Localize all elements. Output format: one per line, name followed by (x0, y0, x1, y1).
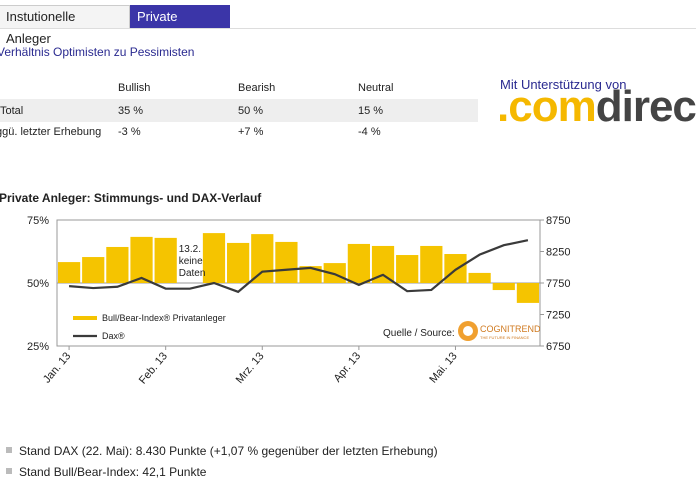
bar (275, 241, 298, 283)
x-tick-label: Jan. 13 (41, 350, 73, 385)
header: Bullish (118, 82, 151, 94)
x-tick-label: Mai. 13 (427, 350, 459, 385)
tab-line (0, 28, 696, 29)
y-tick-label: 25% (27, 341, 49, 353)
legend-label: Bull/Bear-Index® Privatanleger (102, 313, 226, 323)
annotation: 13.2. (179, 244, 201, 255)
bullet-text: Stand Bull/Bear-Index: 42,1 Punkte (19, 465, 207, 479)
chart-title: Private Anleger: Stimmungs- und DAX-Verl… (0, 191, 262, 205)
bar (371, 245, 395, 283)
y-tick-label: 50% (27, 278, 49, 290)
cell: 15 % (358, 105, 384, 117)
source-logo: COGNITREND (480, 324, 541, 334)
bar (154, 237, 177, 283)
logo-b: direct (595, 82, 696, 131)
bar (468, 272, 491, 283)
line (68, 239, 529, 294)
bar (57, 262, 81, 283)
header: Neutral (358, 82, 394, 94)
cell: 35 % (118, 105, 144, 117)
bullet (6, 468, 12, 474)
source-logo-sub: THE FUTURE IN FINANCE (480, 335, 529, 340)
bar (516, 283, 540, 303)
x-tick-label: Apr. 13 (332, 350, 364, 384)
source: Quelle / Source: (383, 328, 455, 339)
sponsor-text: Mit Unterstützung von (500, 77, 627, 92)
table-title: Verhältnis Optimisten zu Pessimisten (0, 45, 195, 59)
header: Bearish (238, 82, 276, 94)
logo-a: com (508, 82, 596, 131)
annotation: Daten (179, 268, 206, 279)
cell: +7 % (238, 126, 264, 138)
annotation: keine (179, 256, 203, 267)
bullet (6, 447, 12, 453)
x-tick-label: Mrz. 13 (234, 350, 267, 386)
tab[interactable]: Instutionelle Anleger (0, 5, 130, 46)
legend-label: Dax® (102, 331, 125, 341)
cell: Total (0, 105, 24, 117)
x-tick-label: Feb. 13 (137, 350, 170, 386)
bar (492, 283, 515, 291)
legend-swatch (73, 316, 97, 320)
bar (202, 233, 226, 283)
source-logo-icon (463, 326, 473, 336)
bar (420, 245, 443, 283)
y2-tick-label: 7750 (546, 278, 570, 290)
row-bg (0, 99, 478, 122)
y2-tick-label: 7250 (546, 310, 570, 322)
cell: 50 % (238, 105, 264, 117)
cell: -3 % (118, 126, 141, 138)
y2-tick-label: 8250 (546, 247, 570, 259)
bar (82, 257, 105, 283)
logo-dot: . (497, 82, 509, 131)
cell: ggü. letzter Erhebung (0, 126, 102, 138)
bar (227, 242, 250, 283)
bar (347, 243, 370, 283)
cell: -4 % (358, 126, 381, 138)
bullet-text: Stand DAX (22. Mai): 8.430 Punkte (+1,07… (19, 444, 438, 458)
y2-tick-label: 8750 (546, 215, 570, 227)
bar (130, 236, 153, 283)
y2-tick-label: 6750 (546, 341, 570, 353)
bar (251, 234, 274, 283)
bar (106, 246, 129, 283)
sponsor-logo: .comdirect (497, 82, 696, 132)
y-tick-label: 75% (27, 215, 49, 227)
bar (396, 255, 419, 283)
